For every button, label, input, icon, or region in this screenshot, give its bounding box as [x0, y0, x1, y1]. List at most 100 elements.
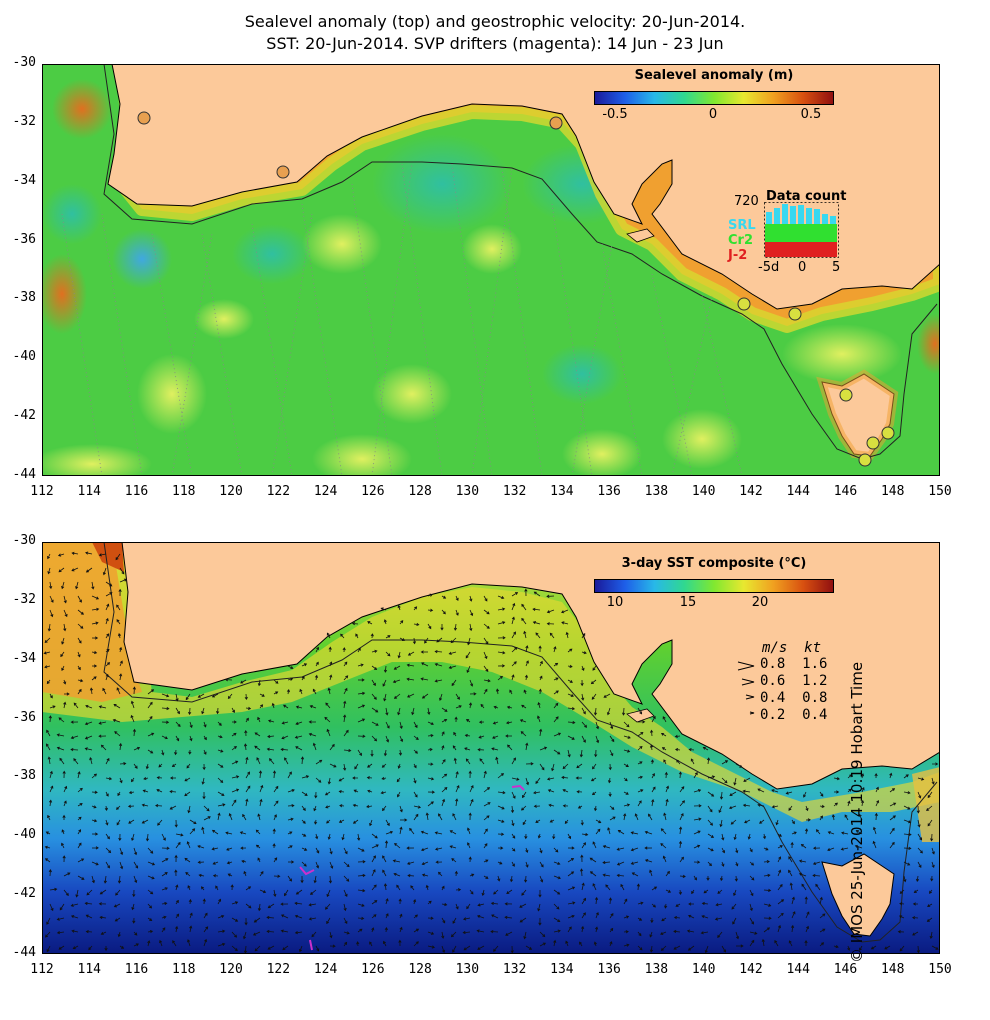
map-frame	[42, 64, 940, 476]
lat-label: -38	[12, 768, 36, 783]
svp-drifter-tracks	[299, 784, 525, 951]
lon-label: 120	[219, 484, 243, 499]
lon-label: 134	[550, 484, 574, 499]
lon-label: 120	[219, 962, 243, 977]
data-count-title: Data count	[766, 189, 847, 204]
lon-label: 136	[597, 484, 621, 499]
tide-gauge-markers-east	[737, 297, 895, 467]
velocity-key-row: 0.6 1.2	[760, 673, 828, 689]
sla-colorbar-tick: 0	[708, 107, 718, 122]
title-line-2: SST: 20-Jun-2014. SVP drifters (magenta)…	[266, 34, 724, 53]
lon-label: 114	[77, 484, 101, 499]
data-count-max: 720	[734, 194, 759, 209]
lon-label: 144	[786, 962, 810, 977]
lon-label: 118	[172, 962, 196, 977]
tide-gauge[interactable]	[137, 111, 151, 125]
coastline	[107, 64, 940, 310]
lon-label: 150	[928, 484, 952, 499]
kangaroo-island	[626, 708, 655, 723]
australia-landmass	[108, 64, 940, 309]
lon-label: 116	[124, 962, 149, 977]
lat-label: -36	[12, 710, 36, 725]
velocity-key-arrows	[737, 661, 755, 715]
lat-label: -44	[12, 467, 36, 482]
legend-cr2: Cr2	[728, 233, 753, 248]
lon-label: 132	[502, 962, 527, 977]
imos-credit: © IMOS 25-Jun-2014 10:19 Hobart Time	[848, 661, 866, 963]
sst-velocity-map[interactable]: 3-day SST composite (°C) 10 15 20 m/s kt…	[42, 542, 940, 954]
sla-colorbar-tick: 0.5	[800, 107, 822, 122]
tide-gauge[interactable]	[858, 453, 872, 467]
lat-label: -32	[12, 592, 36, 607]
lon-label: 136	[597, 962, 621, 977]
sea-level-anomaly-map[interactable]: Sealevel anomaly (m) -0.5 0 0.5 720 Data…	[42, 64, 940, 476]
australia-landmass	[122, 542, 940, 789]
lon-label: 126	[361, 484, 385, 499]
sla-colorbar-tick: -0.5	[602, 107, 628, 122]
sla-map-svg	[42, 64, 940, 476]
altimeter-tracks	[61, 163, 743, 476]
coastline	[121, 542, 940, 790]
geostrophic-velocity-arrows	[43, 551, 939, 954]
map-frame	[42, 542, 940, 954]
lon-label: 124	[313, 484, 338, 499]
tide-gauge[interactable]	[839, 388, 853, 402]
lat-label: -42	[12, 886, 36, 901]
sst-colorbar-tick: 15	[679, 595, 697, 610]
lon-label: 142	[739, 962, 763, 977]
title-line-1: Sealevel anomaly (top) and geostrophic v…	[244, 12, 746, 31]
lon-label: 122	[266, 484, 291, 499]
tide-gauge[interactable]	[549, 116, 563, 130]
tide-gauge[interactable]	[737, 297, 751, 311]
lon-label: 130	[455, 962, 480, 977]
lon-label: 150	[928, 962, 952, 977]
lat-label: -38	[12, 290, 36, 305]
lon-label: 146	[833, 484, 858, 499]
lat-label: -30	[12, 55, 36, 70]
lon-label: 146	[833, 962, 858, 977]
velocity-key-row: 0.8 1.6	[760, 656, 828, 672]
velocity-key-header: m/s kt	[762, 640, 822, 656]
lon-label: 116	[124, 484, 149, 499]
sla-colorbar	[594, 91, 834, 105]
tide-gauge[interactable]	[788, 307, 802, 321]
lat-label: -40	[12, 349, 36, 364]
data-count-x-label: 5	[832, 260, 841, 275]
data-count-bars	[764, 202, 839, 258]
lat-label: -32	[12, 114, 36, 129]
lon-label: 112	[30, 962, 54, 977]
velocity-key-row: 0.4 0.8	[760, 690, 828, 706]
sst-colorbar	[594, 579, 834, 593]
lat-label: -30	[12, 533, 36, 548]
lat-label: -34	[12, 651, 36, 666]
sst-map-svg	[42, 542, 940, 954]
leeuwin-current	[42, 542, 142, 702]
lat-label: -40	[12, 827, 36, 842]
lon-label: 124	[313, 962, 338, 977]
kangaroo-island	[626, 228, 655, 243]
shelf-contour	[103, 542, 938, 943]
tide-gauge[interactable]	[881, 426, 895, 440]
tide-gauge[interactable]	[276, 165, 290, 179]
lon-label: 128	[408, 962, 432, 977]
lon-label: 128	[408, 484, 432, 499]
legend-j2: J-2	[728, 248, 748, 263]
legend-srl: SRL	[728, 218, 756, 233]
lon-label: 138	[644, 962, 669, 977]
sst-colorbar-tick: 10	[606, 595, 624, 610]
tide-gauge-markers	[137, 111, 563, 179]
lat-label: -36	[12, 232, 36, 247]
data-count-stack	[765, 204, 837, 257]
tide-gauge[interactable]	[866, 436, 880, 450]
lon-label: 132	[502, 484, 527, 499]
lat-label: -42	[12, 408, 36, 423]
lon-label: 118	[172, 484, 196, 499]
lon-label: 148	[880, 962, 905, 977]
data-count-x-label: 0	[798, 260, 807, 275]
lon-label: 148	[880, 484, 905, 499]
lat-label: -34	[12, 173, 36, 188]
tasmania	[821, 853, 895, 937]
lon-label: 130	[455, 484, 480, 499]
sla-colorbar-title: Sealevel anomaly (m)	[634, 68, 794, 83]
lon-label: 126	[361, 962, 385, 977]
